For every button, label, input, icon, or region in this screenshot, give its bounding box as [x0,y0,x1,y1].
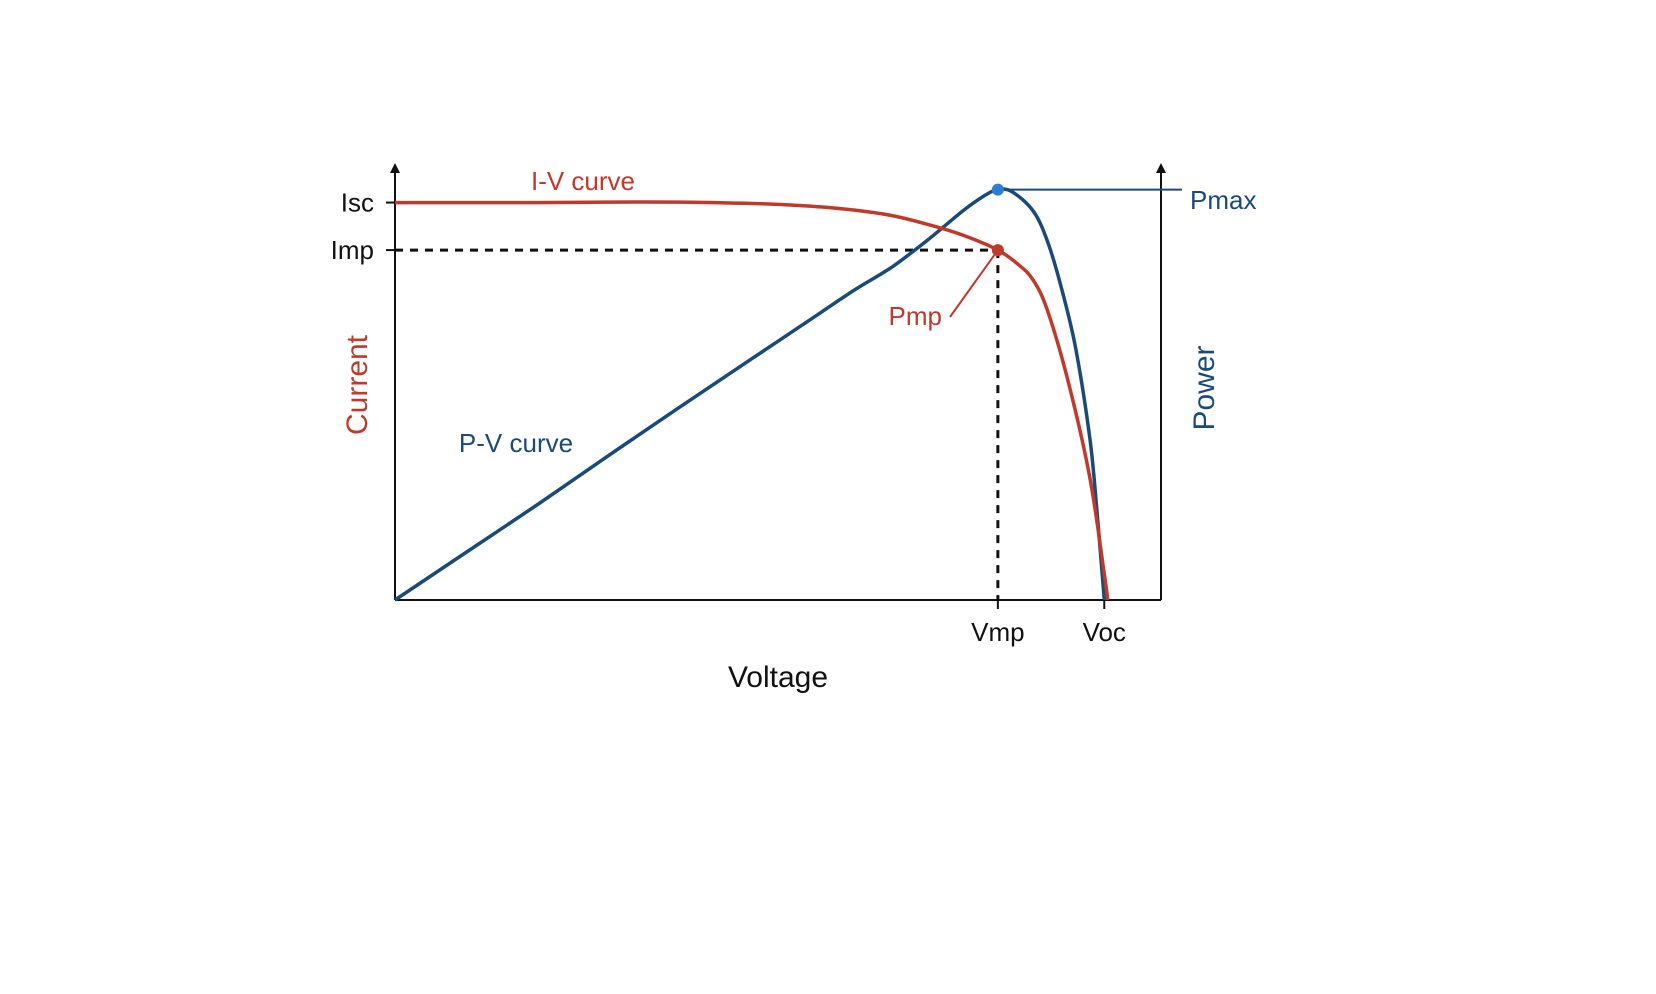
pmax-point [991,183,1004,196]
pv-curve-label: P-V curve [459,428,573,458]
iv-curve-line [395,200,1110,601]
left-y-axis-label: Current [341,334,374,435]
pmp-annotation: Pmp [889,301,942,331]
pmp-point [991,244,1004,257]
x-tick-label-voc: Voc [1083,617,1126,647]
pv-curve-line [394,187,1107,602]
x-tick-label-vmp: Vmp [971,617,1024,647]
pmax-annotation: Pmax [1190,185,1256,215]
iv-curve-label: I-V curve [531,166,635,196]
x-axis-label: Voltage [728,661,828,694]
right-y-axis-label: Power [1188,345,1221,430]
pmp-leader-line [949,249,999,318]
y-tick-label-imp: Imp [331,235,374,265]
y-tick-label-isc: Isc [341,188,374,218]
